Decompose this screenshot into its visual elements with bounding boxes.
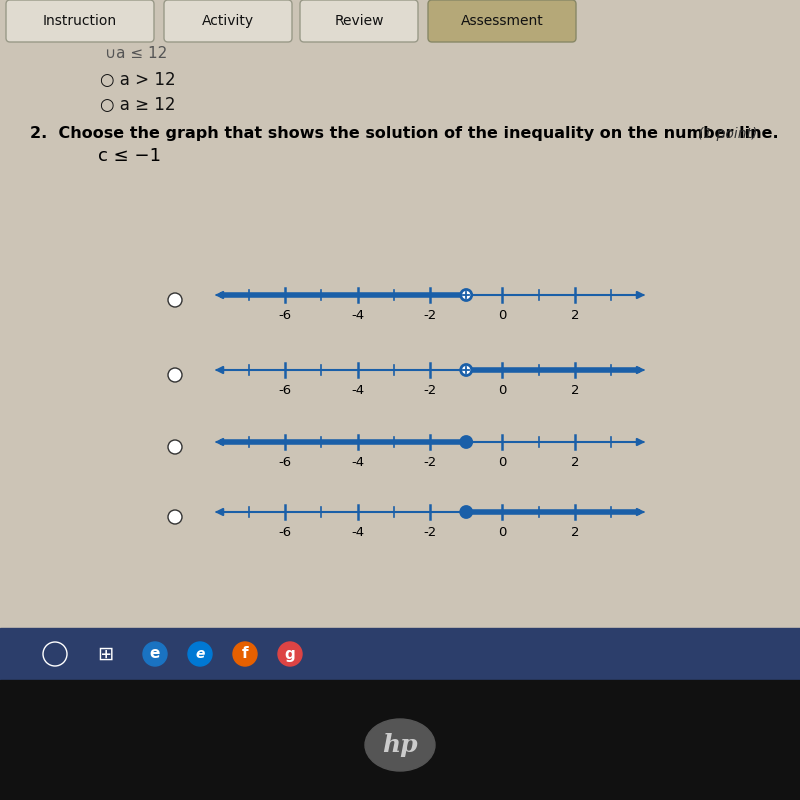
Text: e: e xyxy=(150,646,160,662)
Text: 2: 2 xyxy=(570,456,579,469)
Text: f: f xyxy=(242,646,248,662)
Text: 0: 0 xyxy=(498,456,506,469)
Ellipse shape xyxy=(365,719,435,771)
Text: c ≤ −1: c ≤ −1 xyxy=(98,147,161,165)
Text: e: e xyxy=(195,647,205,661)
Circle shape xyxy=(461,290,472,301)
FancyBboxPatch shape xyxy=(428,0,576,42)
Text: -6: -6 xyxy=(278,526,292,539)
Text: ○ a > 12: ○ a > 12 xyxy=(100,71,176,89)
Text: (1 point): (1 point) xyxy=(698,127,757,141)
Text: -2: -2 xyxy=(423,526,437,539)
Circle shape xyxy=(168,440,182,454)
Circle shape xyxy=(188,642,212,666)
FancyBboxPatch shape xyxy=(6,0,154,42)
Circle shape xyxy=(461,365,472,375)
Text: 2: 2 xyxy=(570,309,579,322)
Text: 0: 0 xyxy=(498,384,506,397)
Text: Activity: Activity xyxy=(202,14,254,28)
Text: -4: -4 xyxy=(351,384,364,397)
FancyBboxPatch shape xyxy=(164,0,292,42)
FancyBboxPatch shape xyxy=(300,0,418,42)
Text: 2: 2 xyxy=(570,526,579,539)
Text: 2: 2 xyxy=(570,384,579,397)
Text: -2: -2 xyxy=(423,384,437,397)
Text: -2: -2 xyxy=(423,456,437,469)
Circle shape xyxy=(233,642,257,666)
Circle shape xyxy=(168,293,182,307)
Text: -6: -6 xyxy=(278,456,292,469)
Text: ∪a ≤ 12: ∪a ≤ 12 xyxy=(105,46,167,61)
Text: -6: -6 xyxy=(278,309,292,322)
Circle shape xyxy=(461,437,472,447)
Text: -4: -4 xyxy=(351,309,364,322)
Text: Instruction: Instruction xyxy=(43,14,117,28)
Circle shape xyxy=(168,510,182,524)
Text: 0: 0 xyxy=(498,526,506,539)
Circle shape xyxy=(168,368,182,382)
Text: Assessment: Assessment xyxy=(461,14,543,28)
Text: -4: -4 xyxy=(351,456,364,469)
Circle shape xyxy=(461,506,472,518)
Bar xyxy=(0,628,800,680)
Text: -2: -2 xyxy=(423,309,437,322)
Circle shape xyxy=(278,642,302,666)
Text: g: g xyxy=(285,646,295,662)
Text: ⊞: ⊞ xyxy=(97,645,113,663)
Text: ○ a ≥ 12: ○ a ≥ 12 xyxy=(100,96,175,114)
Text: hp: hp xyxy=(382,733,418,757)
Text: 0: 0 xyxy=(498,309,506,322)
Bar xyxy=(0,0,800,628)
Text: 2.  Choose the graph that shows the solution of the inequality on the number lin: 2. Choose the graph that shows the solut… xyxy=(30,126,778,141)
Text: Review: Review xyxy=(334,14,384,28)
Bar xyxy=(0,680,800,800)
Text: -6: -6 xyxy=(278,384,292,397)
Text: -4: -4 xyxy=(351,526,364,539)
Circle shape xyxy=(143,642,167,666)
